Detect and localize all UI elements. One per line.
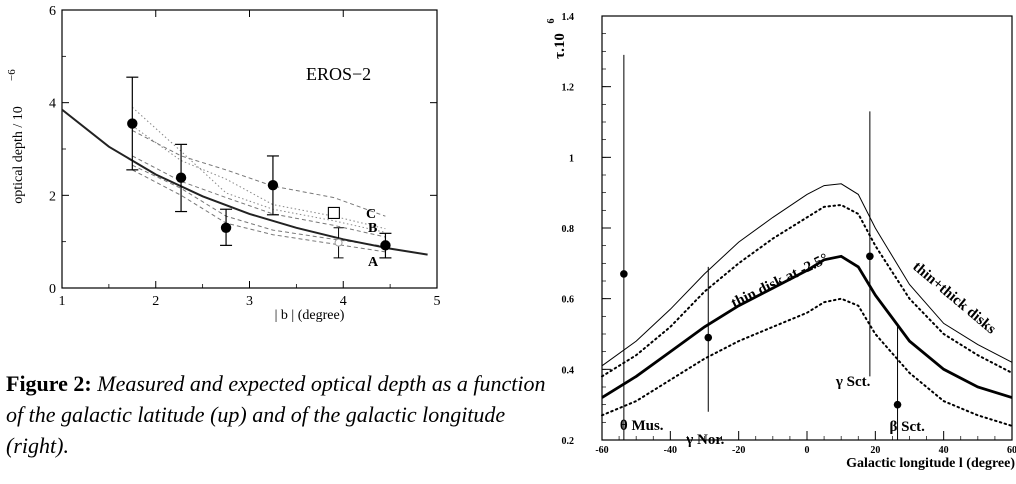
y-tick-label: 1.2 bbox=[562, 83, 575, 94]
thin-thick-label: thin+thick disks bbox=[909, 259, 998, 338]
data-point bbox=[220, 222, 232, 233]
point-label: θ Mus. bbox=[620, 418, 664, 434]
dashed-model-curve bbox=[132, 130, 386, 217]
model-curve-dotted-lower bbox=[601, 297, 1013, 427]
figure-label: Figure 2: bbox=[6, 371, 92, 396]
x-tick-label: 20 bbox=[870, 445, 880, 456]
dotted-model-curve bbox=[131, 106, 386, 233]
x-tick-label: 4 bbox=[340, 294, 347, 309]
y-axis-label: optical depth / 10 bbox=[11, 106, 26, 204]
figure-text: Measured and expected optical depth as a… bbox=[6, 371, 546, 458]
y-tick-label: 0 bbox=[49, 282, 56, 297]
x-axis-label: | b | (degree) bbox=[275, 308, 345, 323]
plot-frame bbox=[601, 15, 1013, 441]
y-tick-label: 0.2 bbox=[562, 436, 575, 447]
dashed-model-curve bbox=[132, 164, 386, 247]
data-point bbox=[175, 172, 187, 183]
y-tick-label: 0.4 bbox=[562, 365, 575, 376]
dotted-model-curve bbox=[132, 125, 386, 230]
data-point bbox=[704, 333, 713, 342]
y-tick-label: 2 bbox=[49, 189, 56, 204]
eros-label: EROS−2 bbox=[306, 64, 371, 84]
y-tick-label: 1 bbox=[569, 153, 574, 164]
data-point bbox=[267, 179, 279, 191]
latitude-optical-depth-chart: 1 2 3 4 5 0 2 4 6 EROS−2 CB A | b | (degree) optical … bbox=[6, 4, 441, 323]
dashed-model-curve bbox=[132, 155, 386, 238]
model-curve-thin bbox=[601, 183, 1013, 367]
data-point bbox=[866, 252, 874, 261]
y-tick-label: 0.8 bbox=[562, 224, 575, 235]
model-curve-thick bbox=[601, 254, 1013, 399]
x-tick-label: 0 bbox=[805, 445, 810, 456]
x-tick-label: 1 bbox=[59, 294, 66, 309]
x-tick-label: 2 bbox=[152, 294, 159, 309]
square-marker bbox=[327, 206, 340, 219]
data-point bbox=[893, 400, 902, 409]
y-tick-label: 0.6 bbox=[562, 295, 575, 306]
data-point bbox=[380, 240, 391, 251]
model-curve-dotted-upper bbox=[601, 203, 1013, 378]
point-label: γ Sct. bbox=[835, 374, 871, 390]
data-point bbox=[620, 270, 628, 278]
longitude-optical-depth-chart: -60 -40 -20 0 20 40 60 0.2 0.4 0.6 0.8 1 1.2 1.4 θ Mus… bbox=[546, 12, 1016, 471]
x-tick-label: -60 bbox=[595, 445, 608, 456]
x-tick-label: -40 bbox=[664, 445, 677, 456]
x-tick-label: 3 bbox=[246, 294, 253, 309]
curve-b-label: B bbox=[368, 221, 377, 236]
x-tick-label: 60 bbox=[1007, 445, 1016, 456]
y-axis-label-exponent: 6 bbox=[546, 19, 557, 24]
point-label: β Sct. bbox=[890, 419, 926, 435]
x-tick-label: -20 bbox=[732, 445, 745, 456]
curve-a-label: A bbox=[368, 255, 379, 270]
y-tick-label: 6 bbox=[49, 4, 56, 19]
x-tick-label: 40 bbox=[939, 445, 949, 456]
main-model-curve bbox=[61, 108, 428, 256]
point-label: γ Nor. bbox=[685, 432, 724, 448]
data-point bbox=[127, 118, 138, 129]
y-axis-label-exponent: −6 bbox=[6, 69, 18, 81]
open-circle-marker bbox=[334, 238, 343, 247]
y-axis-label: τ.10 bbox=[552, 33, 568, 59]
x-axis-label: Galactic longitude l (degree) bbox=[846, 456, 1015, 471]
y-tick-label: 1.4 bbox=[562, 12, 575, 23]
x-tick-label: 5 bbox=[434, 294, 441, 309]
figure-caption: Figure 2: Measured and expected optical … bbox=[6, 368, 546, 461]
curve-c-label: C bbox=[366, 207, 376, 222]
dashed-model-curve bbox=[132, 169, 386, 253]
y-tick-label: 4 bbox=[49, 97, 56, 112]
